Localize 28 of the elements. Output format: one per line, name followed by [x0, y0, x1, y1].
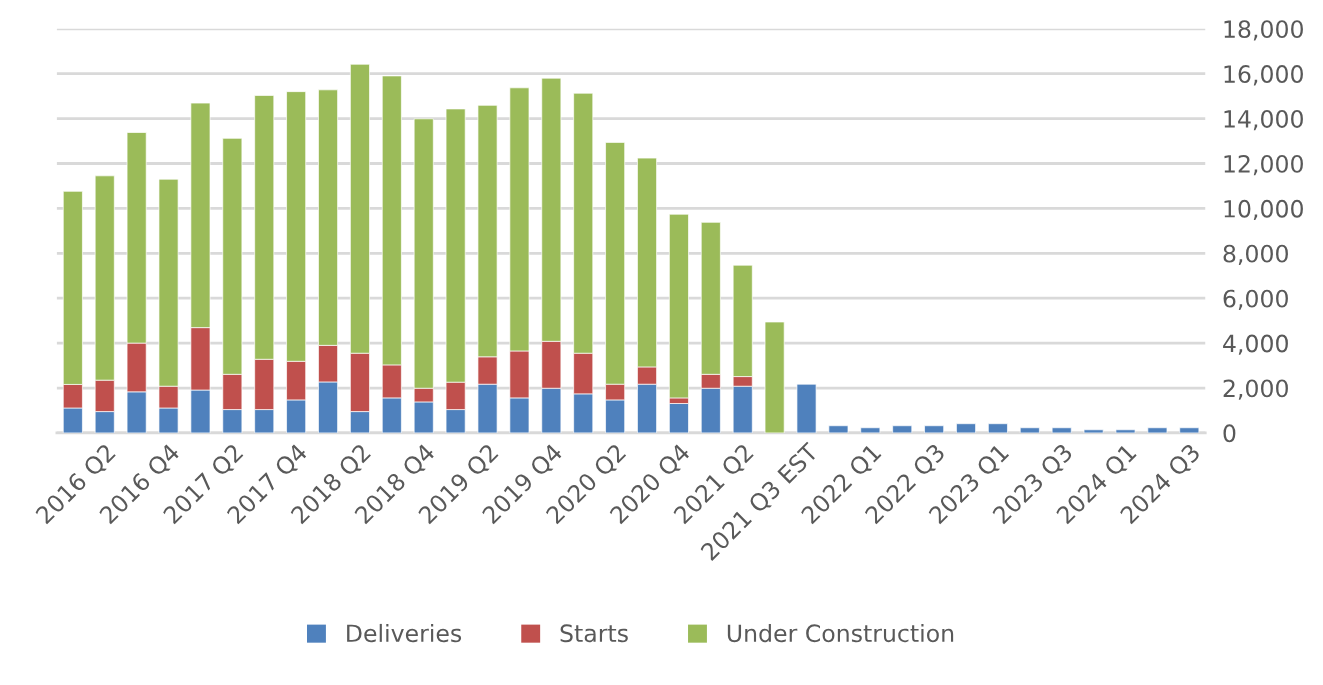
bar — [764, 321, 785, 433]
y-tick-label: 12,000 — [1224, 154, 1303, 176]
y-tick-label: 14,000 — [1224, 110, 1303, 131]
bar — [669, 403, 689, 433]
bar — [987, 423, 1008, 433]
bar — [860, 427, 881, 433]
bar — [1083, 429, 1104, 433]
y-tick-label: 18,000 — [1224, 20, 1303, 41]
y-tick-label: 4,000 — [1223, 334, 1288, 355]
y-tick-label: 8,000 — [1223, 244, 1288, 266]
bar — [1147, 427, 1168, 433]
y-tick-label: 10,000 — [1224, 199, 1303, 221]
bar — [828, 425, 849, 433]
bar — [1179, 427, 1200, 433]
bar — [956, 423, 976, 433]
y-tick-label: 6,000 — [1223, 289, 1288, 310]
bar — [796, 383, 817, 433]
bar — [1051, 427, 1072, 433]
y-tick-label: 2,000 — [1223, 379, 1288, 400]
bar — [1115, 429, 1136, 433]
legend-label: Deliveries — [347, 623, 462, 643]
y-tick-label: 16,000 — [1224, 65, 1303, 86]
bar — [1019, 427, 1040, 433]
bar — [892, 425, 913, 433]
legend-label: Under Construction — [727, 623, 954, 643]
legend-label: Starts — [560, 624, 628, 643]
y-tick-label: 0 — [1223, 424, 1236, 443]
bar — [924, 425, 945, 433]
